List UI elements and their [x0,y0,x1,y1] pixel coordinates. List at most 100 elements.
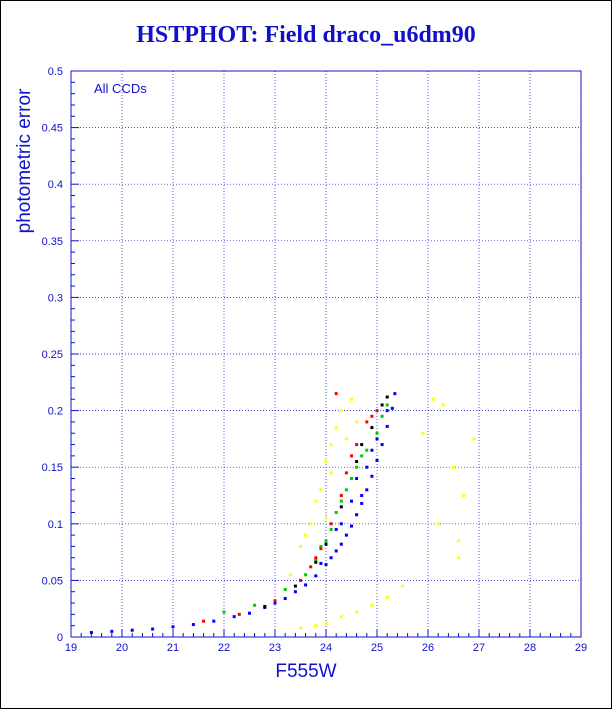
data-point [385,395,389,399]
data-point [344,437,348,441]
data-point [324,539,328,543]
data-point [344,471,348,475]
data-point [324,542,328,546]
data-point [293,590,297,594]
data-point [324,621,328,625]
data-point [365,448,369,452]
data-point [360,454,364,458]
data-point [370,426,374,430]
data-point [350,524,353,528]
y-axis-label: photometric error [14,88,35,233]
data-point [329,522,333,526]
data-point [334,527,338,531]
data-point [263,604,267,608]
data-point [365,488,369,492]
data-point [375,458,379,462]
data-point [375,437,379,441]
data-point [339,615,343,619]
data-point [314,574,318,578]
data-point [339,522,343,526]
data-point [130,628,134,632]
data-point [110,629,114,633]
data-point [344,533,348,537]
data-point [309,522,313,526]
data-point [299,578,302,582]
data-point [350,454,353,458]
data-point [329,556,333,560]
data-point [355,443,359,447]
y-tick-label: 0.15 [42,462,63,474]
x-tick-label: 26 [422,642,434,654]
data-point [390,406,394,410]
data-point [360,501,364,505]
data-point [334,392,338,396]
data-point [370,448,374,452]
data-point [329,443,333,447]
x-tick-label: 20 [116,642,128,654]
data-point [365,465,369,469]
data-point [339,499,343,503]
x-tick-label: 23 [269,642,281,654]
data-point [222,610,226,614]
y-tick-label: 0.3 [48,292,63,304]
data-point [191,623,195,627]
data-point [355,477,359,481]
data-point [385,403,389,407]
x-tick-label: 27 [473,642,485,654]
data-point [304,533,308,537]
data-point [283,597,287,601]
data-point [309,565,313,569]
data-point [355,610,359,614]
y-tick-labels: 0 0.05 0.1 0.15 0.2 0.25 0.3 0.35 0.4 0.45 0.5 [42,66,79,644]
data-point [375,431,379,435]
data-point [334,426,338,430]
x-tick-labels: 19 20 21 22 23 24 25 26 27 28 29 [65,629,587,654]
data-point [370,603,374,607]
data-point [457,556,461,560]
y-tick-label: 0.05 [42,575,63,587]
data-point [350,397,353,401]
data-point [232,615,236,619]
data-point [350,499,353,503]
data-point [375,409,379,413]
y-tick-label: 0.2 [48,406,63,418]
data-point [355,513,359,517]
y-tick-label: 0.45 [42,123,63,135]
data-point [299,626,302,630]
data-point [89,630,93,634]
data-point [248,611,251,615]
data-point [370,414,374,418]
data-point [355,460,359,464]
data-point [360,494,364,497]
x-tick-label: 25 [371,642,383,654]
data-point [365,420,369,424]
data-point [319,561,323,565]
data-point [393,392,397,396]
data-point [202,619,206,623]
data-point [436,522,440,526]
data-point [339,409,343,413]
x-axis-label: F555W [275,661,336,682]
data-point [339,494,343,497]
data-point [441,403,445,407]
data-point [324,516,328,520]
data-point [212,619,216,623]
x-tick-label: 29 [575,642,587,654]
data-point [171,625,175,629]
data-point [324,563,328,567]
data-point [334,549,338,553]
data-point [385,424,389,428]
data-point [304,573,308,577]
y-tick-label: 0.5 [48,66,63,78]
data-point [283,587,287,591]
y-tick-label: 0.1 [48,519,63,531]
x-tick-label: 28 [524,642,536,654]
y-tick-label: 0 [57,632,63,644]
data-point [462,494,466,497]
data-point [314,556,318,560]
data-point [253,603,257,607]
x-tick-label: 21 [167,642,179,654]
data-point [319,547,323,551]
data-point [380,403,384,407]
